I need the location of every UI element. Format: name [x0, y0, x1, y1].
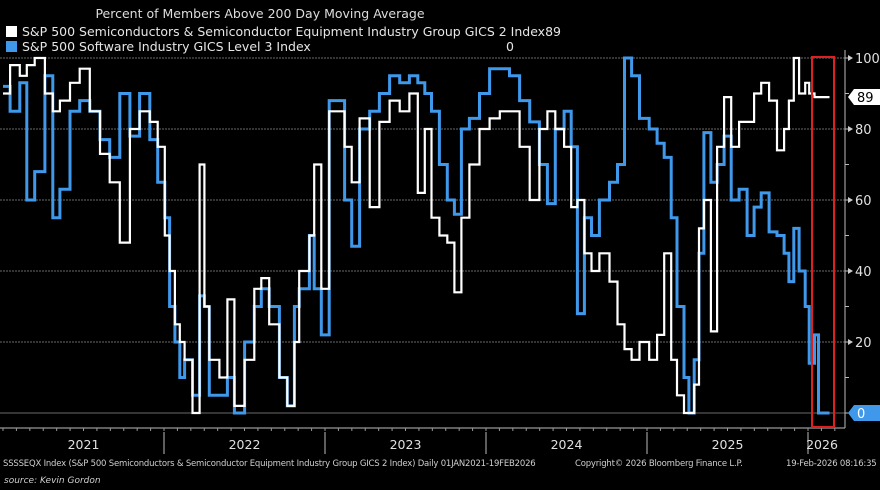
legend-item-semiconductors: S&P 500 Semiconductors & Semiconductor E…	[6, 24, 561, 39]
y-tick-label: 40	[855, 265, 872, 280]
legend-value: 89	[545, 24, 561, 39]
y-tick-arrow	[848, 197, 853, 203]
y-tick-arrow	[848, 126, 853, 132]
x-tick-label: 2024	[551, 437, 583, 452]
footer-description: SSSSEQX Index (S&P 500 Semiconductors & …	[3, 459, 536, 469]
chart-title: Percent of Members Above 200 Day Moving …	[95, 6, 425, 21]
x-tick-label: 2022	[229, 437, 261, 452]
y-tick-label: 80	[855, 123, 872, 138]
footer-timestamp: 19-Feb-2026 08:16:35	[786, 459, 877, 469]
last-value-tag-label: 0	[857, 407, 865, 422]
x-tick-label: 2021	[68, 437, 100, 452]
last-value-tag-bg	[848, 405, 880, 421]
series-line-software	[3, 56, 830, 415]
y-tick-arrow	[848, 339, 853, 345]
legend-swatch-blue	[6, 41, 17, 52]
y-tick-label: 20	[855, 336, 872, 351]
x-tick-label: 2025	[712, 437, 744, 452]
legend-item-software: S&P 500 Software Industry GICS Level 3 I…	[6, 39, 514, 54]
x-tick-label: 2023	[390, 437, 422, 452]
last-value-tag-label: 89	[857, 91, 874, 106]
x-tick-label: 2026	[806, 437, 838, 452]
legend-label: S&P 500 Software Industry GICS Level 3 I…	[22, 39, 311, 54]
y-tick-arrow	[848, 55, 853, 61]
footer-source: source: Kevin Gordon	[4, 476, 101, 486]
footer-copyright: Copyright© 2026 Bloomberg Finance L.P.	[575, 459, 743, 469]
legend-value: 0	[506, 39, 514, 54]
last-value-tag-semiconductors: 89	[848, 89, 880, 106]
y-tick-label: 100	[855, 52, 880, 67]
highlight-box	[811, 56, 835, 428]
last-value-tag-bg	[848, 89, 880, 106]
y-tick-label: 60	[855, 194, 872, 209]
series-line-semiconductors	[3, 56, 830, 415]
chart-area: 100 80 60 40 20 2021 2022 2023 2024 2025 2026 89 0	[0, 50, 880, 454]
y-tick-arrow	[848, 268, 853, 274]
legend-swatch-white	[6, 26, 17, 37]
legend-label: S&P 500 Semiconductors & Semiconductor E…	[22, 24, 546, 39]
last-value-tag-software: 0	[848, 405, 880, 422]
